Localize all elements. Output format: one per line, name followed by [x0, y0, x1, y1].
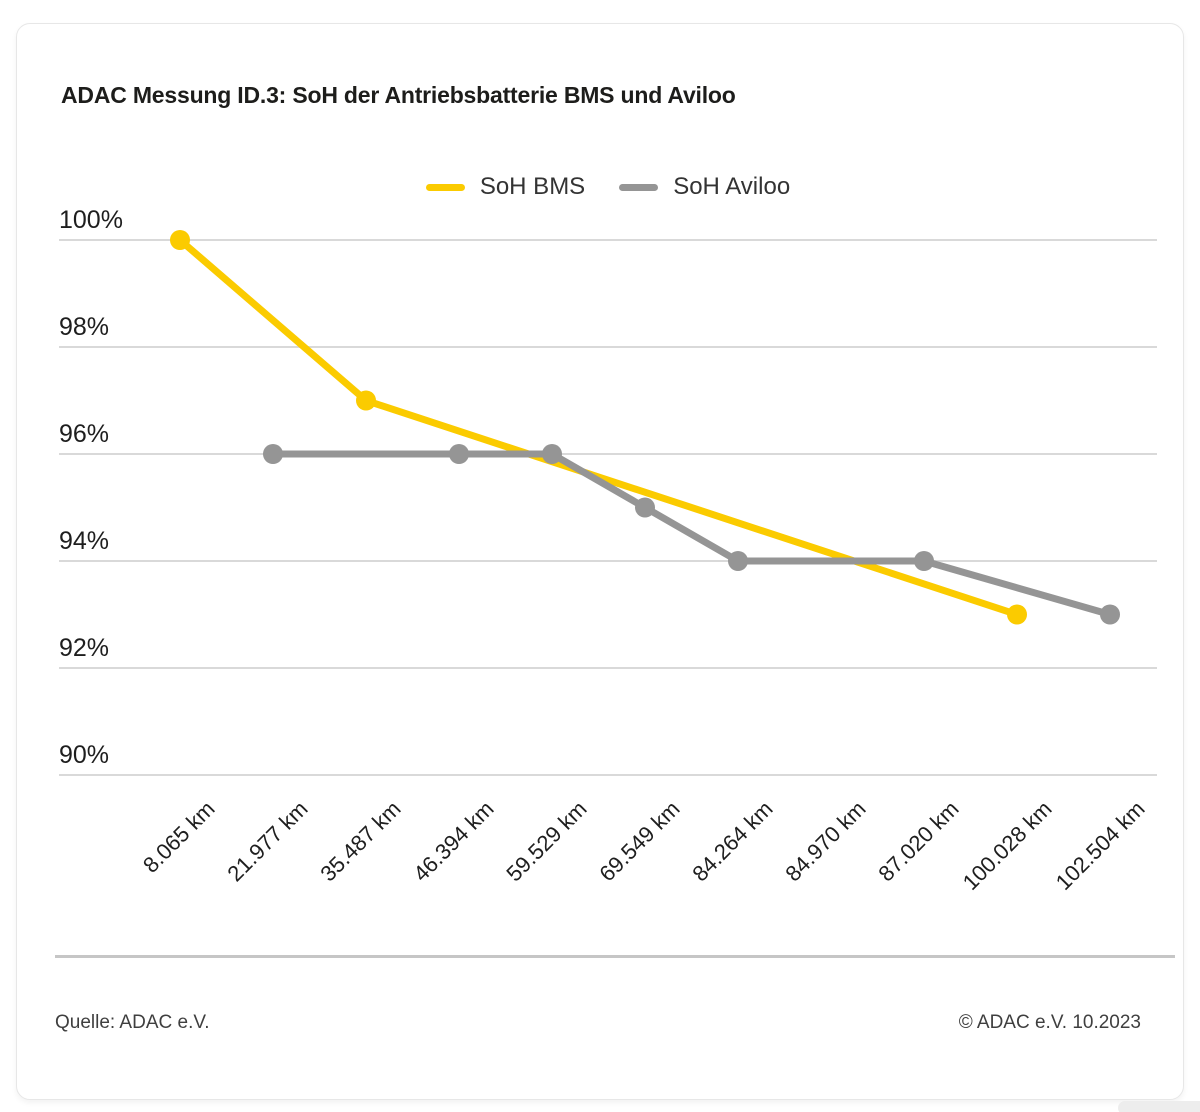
data-point-soh-aviloo — [449, 444, 469, 464]
y-axis-tick-label: 100% — [59, 206, 123, 234]
legend-label-soh-aviloo: SoH Aviloo — [673, 173, 791, 200]
source-text: Quelle: ADAC e.V. — [55, 1012, 210, 1033]
series-line-soh-aviloo — [269, 450, 1114, 618]
legend-swatch-aviloo-icon — [619, 183, 659, 191]
x-axis-tick-label: 8.065 km — [138, 796, 220, 878]
gridline-96% — [59, 453, 1157, 455]
chart-title: ADAC Messung ID.3: SoH der Antriebsbatte… — [61, 82, 736, 108]
x-axis-tick-label: 84.264 km — [687, 796, 778, 887]
x-axis-tick-label: 35.487 km — [315, 796, 406, 887]
copyright-text: © ADAC e.V. 10.2023 — [958, 1012, 1141, 1033]
x-axis-tick-label: 102.504 km — [1050, 796, 1150, 895]
gridline-92% — [59, 667, 1157, 669]
y-axis-tick-label: 92% — [59, 634, 110, 662]
x-axis-tick-label: 87.020 km — [873, 796, 964, 887]
legend-item-soh-aviloo: SoH Aviloo — [619, 173, 790, 201]
data-point-soh-aviloo — [914, 551, 934, 571]
y-axis-tick-label: 90% — [59, 741, 110, 769]
data-point-soh-aviloo — [635, 497, 655, 518]
x-axis-tick-label: 46.394 km — [408, 796, 499, 887]
footer-divider — [55, 955, 1175, 958]
legend-label-soh-bms: SoH BMS — [479, 173, 586, 200]
x-axis-tick-label: 69.549 km — [594, 796, 685, 887]
y-axis-tick-label: 96% — [59, 420, 110, 448]
data-point-soh-aviloo — [542, 444, 562, 464]
x-axis-tick-label: 21.977 km — [222, 796, 313, 887]
data-point-soh-aviloo — [263, 444, 283, 464]
x-axis-tick-label: 84.970 km — [780, 796, 871, 887]
series-line-soh-bms — [176, 236, 1021, 618]
chart-card: ADAC Messung ID.3: SoH der Antriebsbatte… — [16, 23, 1184, 1100]
data-point-soh-aviloo — [1100, 604, 1120, 625]
legend-swatch-bms-icon — [425, 183, 465, 191]
bottom-right-artifact — [1118, 1101, 1200, 1112]
x-axis-tick-label: 100.028 km — [957, 796, 1057, 895]
legend-item-soh-bms: SoH BMS — [425, 173, 586, 201]
y-axis-tick-label: 98% — [59, 313, 110, 341]
gridline-90% — [59, 774, 1157, 776]
data-point-soh-bms — [170, 230, 190, 250]
gridline-98% — [59, 346, 1157, 348]
y-axis-tick-label: 94% — [59, 527, 110, 555]
data-point-soh-bms — [356, 390, 376, 411]
data-point-soh-bms — [1007, 604, 1027, 625]
x-axis-tick-label: 59.529 km — [501, 796, 592, 887]
gridline-94% — [59, 560, 1157, 562]
data-point-soh-aviloo — [728, 551, 748, 571]
gridline-100% — [59, 239, 1157, 241]
legend: SoH BMS SoH Aviloo — [59, 172, 1157, 202]
